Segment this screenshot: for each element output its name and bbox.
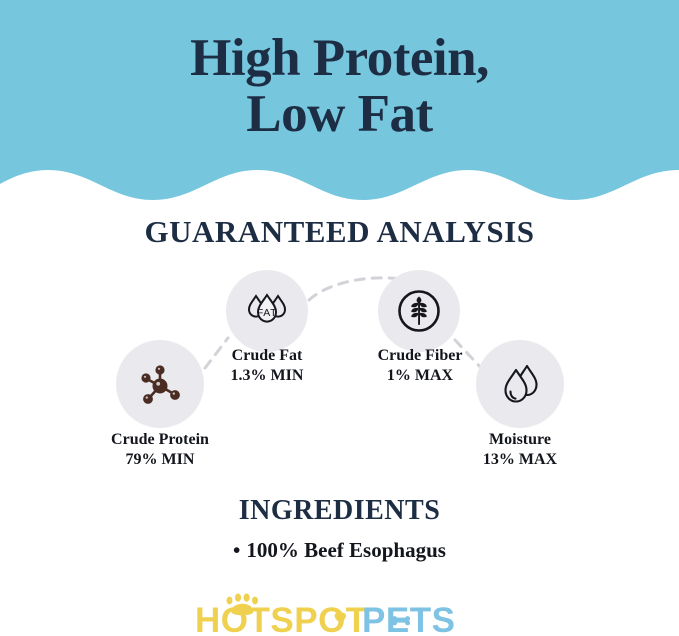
heart-icon <box>334 612 346 624</box>
nutrient-name-protein: Crude Protein <box>111 431 209 448</box>
page-title-line-1: High Protein, <box>190 29 489 87</box>
fat-droplets-icon: FAT <box>247 293 287 323</box>
nutrient-icon-circle-moisture <box>476 340 564 428</box>
guaranteed-analysis-heading: GUARANTEED ANALYSIS <box>144 214 535 249</box>
hotspotpets-logo: HOTSPOT PETS <box>195 593 454 636</box>
nutrient-icon-circle-protein <box>116 340 204 428</box>
hero-wave-background <box>0 0 679 200</box>
guaranteed-analysis-diagram: Crude Protein 79% MIN FAT Crude Fat 1.3%… <box>0 258 679 483</box>
bone-icon <box>391 616 410 626</box>
paw-print-icon <box>226 593 258 616</box>
nutrient-label-protein: Crude Protein 79% MIN <box>40 430 280 471</box>
ingredients-heading: INGREDIENTS <box>238 495 441 526</box>
ingredient-text: 100% Beef Esophagus <box>246 538 446 562</box>
nutrient-value-fat: 1.3% MIN <box>230 367 304 385</box>
page-title: High Protein, Low Fat <box>0 29 679 144</box>
nutrient-label-fat: Crude Fat 1.3% MIN <box>186 346 348 387</box>
fat-icon-text: FAT <box>257 307 277 319</box>
connector-fiber-to-moisture <box>453 338 485 372</box>
list-item: • 100% Beef Esophagus <box>0 538 679 563</box>
nutrient-value-fiber: 1% MAX <box>386 367 454 385</box>
nutrient-icon-circle-fat: FAT <box>226 270 308 352</box>
connector-protein-to-fat <box>203 336 230 370</box>
molecule-icon <box>141 365 180 404</box>
bullet-icon: • <box>233 538 241 562</box>
nutrient-icon-circle-fiber <box>378 270 460 352</box>
nutrient-value-moisture: 13% MAX <box>482 451 558 469</box>
hero-banner: High Protein, Low Fat <box>0 0 679 205</box>
nutrient-name-fat: Crude Fat <box>231 347 303 364</box>
wheat-icon <box>398 290 440 332</box>
nutrient-value-protein: 79% MIN <box>125 451 195 469</box>
water-droplets-icon <box>504 364 538 403</box>
nutrient-label-moisture: Moisture 13% MAX <box>420 430 620 471</box>
nutrient-name-fiber: Crude Fiber <box>377 347 463 364</box>
nutrient-label-fiber: Crude Fiber 1% MAX <box>340 346 500 387</box>
nutrient-name-moisture: Moisture <box>489 431 551 448</box>
ingredients-list: • 100% Beef Esophagus <box>0 538 679 563</box>
brand-logo: HOTSPOT PETS <box>0 592 679 636</box>
page-title-line-2: Low Fat <box>246 85 433 144</box>
